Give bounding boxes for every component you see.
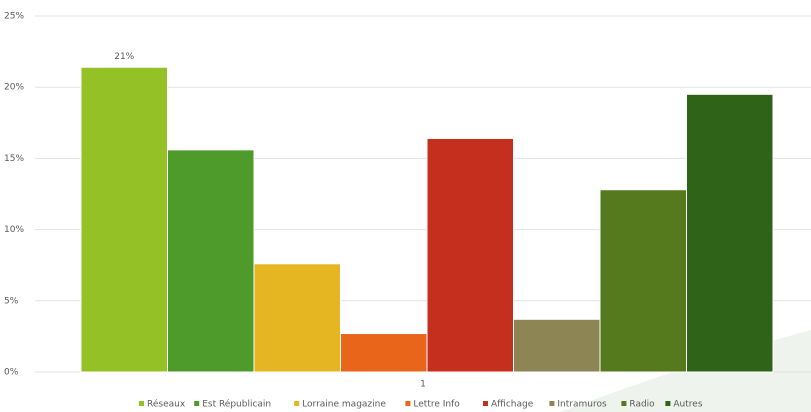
legend-label: Lorraine magazine [302, 400, 386, 410]
legend-label: Lettre Info [413, 400, 460, 410]
legend-label: Autres [673, 400, 702, 410]
legend-label: Radio [629, 400, 655, 410]
bar [253, 263, 341, 373]
bar [599, 189, 687, 373]
legend-label: Intramuros [557, 400, 607, 410]
y-tick-label: 10% [4, 225, 24, 235]
legend-label: Affichage [491, 400, 534, 410]
x-tick-label: 1 [420, 380, 426, 390]
bar [513, 318, 601, 373]
legend-swatch [139, 401, 144, 406]
y-tick-label: 5% [4, 296, 19, 306]
y-tick-label: 25% [4, 12, 24, 22]
legend-swatch [549, 401, 555, 406]
legend-swatch [483, 401, 488, 406]
bar [426, 137, 514, 373]
bar [167, 149, 255, 373]
y-tick-label: 20% [4, 83, 24, 93]
legend-swatch [405, 401, 411, 406]
legend-label: Réseaux [147, 399, 186, 410]
bar [80, 66, 168, 373]
bar [686, 93, 774, 373]
data-label: 21% [114, 52, 134, 62]
y-tick-label: 0% [4, 368, 19, 378]
y-tick-label: 15% [4, 154, 24, 164]
legend-swatch [665, 401, 671, 406]
legend-label: Est Républicain [202, 399, 271, 410]
legend-swatch [194, 401, 200, 406]
legend-swatch [294, 401, 300, 406]
legend-swatch [621, 401, 627, 406]
bar [340, 333, 428, 373]
